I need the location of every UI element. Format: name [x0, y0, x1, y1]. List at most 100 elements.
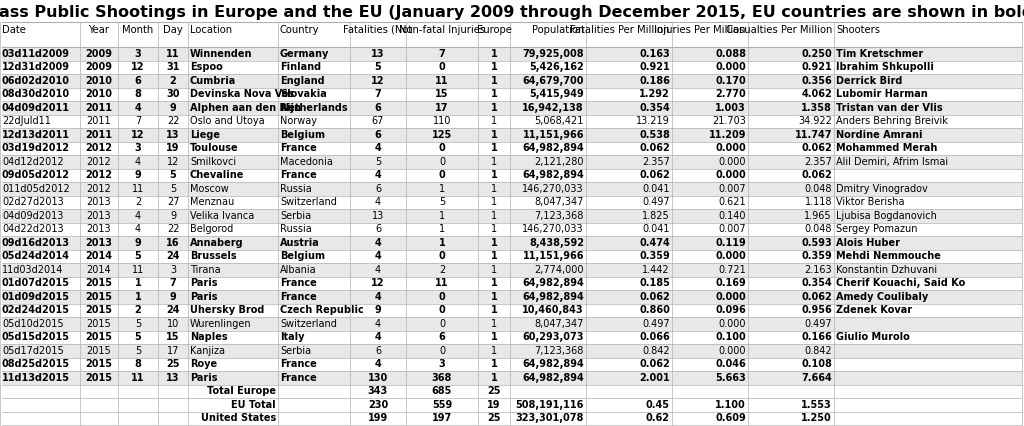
Text: 04d09d2011: 04d09d2011 — [2, 103, 70, 113]
Bar — [2, 169, 1022, 182]
Text: 11: 11 — [131, 373, 144, 383]
Text: 0.062: 0.062 — [801, 143, 831, 153]
Text: 22: 22 — [167, 116, 179, 126]
Text: Day: Day — [163, 25, 183, 35]
Text: 05d15d2015: 05d15d2015 — [2, 332, 70, 342]
Text: 4: 4 — [134, 103, 141, 113]
Text: 3: 3 — [134, 143, 141, 153]
Text: Amedy Coulibaly: Amedy Coulibaly — [836, 292, 928, 302]
Text: 04d09d2013: 04d09d2013 — [2, 211, 63, 221]
Text: 323,301,078: 323,301,078 — [516, 413, 584, 423]
Text: Nordine Amrani: Nordine Amrani — [836, 130, 923, 140]
Text: 2: 2 — [134, 305, 141, 315]
Text: 1: 1 — [490, 76, 498, 86]
Text: 0.354: 0.354 — [801, 278, 831, 288]
Text: 12: 12 — [372, 76, 385, 86]
Bar — [2, 115, 1022, 128]
Text: 34.922: 34.922 — [798, 116, 831, 126]
Text: 0.062: 0.062 — [801, 170, 831, 180]
Bar — [2, 398, 1022, 412]
Text: 2.357: 2.357 — [642, 157, 670, 167]
Text: 1: 1 — [490, 346, 497, 356]
Text: 0.041: 0.041 — [642, 184, 670, 194]
Text: 13.219: 13.219 — [636, 116, 670, 126]
Text: 2015: 2015 — [85, 305, 113, 315]
Text: 04d22d2013: 04d22d2013 — [2, 224, 63, 234]
Bar — [2, 344, 1022, 357]
Text: 508,191,116: 508,191,116 — [516, 400, 584, 410]
Text: 1: 1 — [490, 89, 498, 99]
Text: 7: 7 — [438, 49, 445, 59]
Text: 2010: 2010 — [85, 76, 113, 86]
Text: 17: 17 — [167, 346, 179, 356]
Text: 12d31d2009: 12d31d2009 — [2, 62, 70, 72]
Text: 11,151,966: 11,151,966 — [522, 251, 584, 261]
Text: Liege: Liege — [190, 130, 220, 140]
Text: 11.747: 11.747 — [795, 130, 831, 140]
Bar — [2, 47, 1022, 60]
Text: 146,270,033: 146,270,033 — [522, 184, 584, 194]
Text: 0.062: 0.062 — [639, 292, 670, 302]
Text: 130: 130 — [368, 373, 388, 383]
Text: 12: 12 — [372, 278, 385, 288]
Text: 16,942,138: 16,942,138 — [522, 103, 584, 113]
Text: 0.007: 0.007 — [719, 184, 746, 194]
Text: 4: 4 — [375, 251, 381, 261]
Text: 368: 368 — [432, 373, 453, 383]
Text: 16: 16 — [166, 238, 180, 248]
Text: 1: 1 — [490, 62, 498, 72]
Text: 4: 4 — [375, 265, 381, 275]
Text: 0.119: 0.119 — [715, 238, 746, 248]
Text: Espoo: Espoo — [190, 62, 223, 72]
Text: Cherif Kouachi, Said Ko: Cherif Kouachi, Said Ko — [836, 278, 966, 288]
Text: 1.100: 1.100 — [715, 400, 746, 410]
Text: Albania: Albania — [280, 265, 316, 275]
Text: 9: 9 — [375, 305, 381, 315]
Text: Derrick Bird: Derrick Bird — [836, 76, 902, 86]
Text: 22dJuld11: 22dJuld11 — [2, 116, 51, 126]
Text: 13: 13 — [166, 130, 180, 140]
Text: 08d25d2015: 08d25d2015 — [2, 359, 70, 369]
Bar — [2, 222, 1022, 236]
Text: 7,123,368: 7,123,368 — [535, 346, 584, 356]
Text: 2015: 2015 — [85, 278, 113, 288]
Text: 27: 27 — [167, 197, 179, 207]
Text: Alois Huber: Alois Huber — [836, 238, 900, 248]
Text: 0: 0 — [438, 170, 445, 180]
Text: Moscow: Moscow — [190, 184, 228, 194]
Text: 6: 6 — [375, 184, 381, 194]
Text: 4.062: 4.062 — [801, 89, 831, 99]
Text: 1.292: 1.292 — [639, 89, 670, 99]
Text: 1.442: 1.442 — [642, 265, 670, 275]
Text: 6: 6 — [375, 103, 381, 113]
Text: 2,121,280: 2,121,280 — [535, 157, 584, 167]
Text: 1: 1 — [490, 116, 497, 126]
Text: France: France — [280, 170, 316, 180]
Text: 0.593: 0.593 — [801, 238, 831, 248]
Text: 0.538: 0.538 — [639, 130, 670, 140]
Text: 0.169: 0.169 — [715, 278, 746, 288]
Text: 4: 4 — [135, 224, 141, 234]
Text: 146,270,033: 146,270,033 — [522, 224, 584, 234]
Bar — [2, 22, 1022, 36]
Text: 9: 9 — [134, 238, 141, 248]
Text: Belgium: Belgium — [280, 251, 325, 261]
Text: Mehdi Nemmouche: Mehdi Nemmouche — [836, 251, 941, 261]
Text: United States: United States — [201, 413, 276, 423]
Text: 9: 9 — [170, 292, 176, 302]
Text: 0.066: 0.066 — [639, 332, 670, 342]
Text: 25: 25 — [166, 359, 180, 369]
Text: 0.048: 0.048 — [805, 224, 831, 234]
Bar — [2, 412, 1022, 425]
Text: Roye: Roye — [190, 359, 217, 369]
Text: France: France — [280, 359, 316, 369]
Text: 0.062: 0.062 — [639, 359, 670, 369]
Text: 6: 6 — [375, 130, 381, 140]
Text: 7: 7 — [375, 89, 381, 99]
Text: 0.921: 0.921 — [801, 62, 831, 72]
Text: Ljubisa Bogdanovich: Ljubisa Bogdanovich — [836, 211, 937, 221]
Text: 9: 9 — [170, 103, 176, 113]
Text: 0.166: 0.166 — [801, 332, 831, 342]
Text: 1: 1 — [490, 103, 498, 113]
Text: 0.860: 0.860 — [639, 305, 670, 315]
